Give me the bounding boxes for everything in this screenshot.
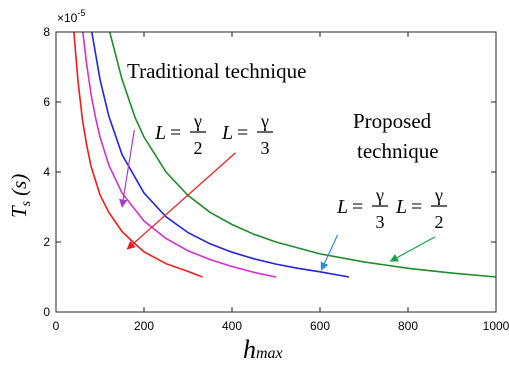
fraction-denominator: 3 [376, 212, 385, 232]
y-tick-label: 6 [43, 95, 50, 109]
fraction-L: L [154, 122, 166, 144]
annotation-traditional-technique: Traditional technique [127, 59, 306, 83]
x-tick-label: 800 [398, 319, 418, 333]
series-line-1 [73, 32, 203, 278]
fraction-equals: = [411, 196, 422, 218]
label-L-gamma-over-2-proposed: L = γ 2 [395, 185, 447, 232]
x-tick-label: 400 [222, 319, 242, 333]
label-L-gamma-over-3-traditional: L = γ 3 [221, 111, 273, 158]
fraction-L: L [221, 122, 233, 144]
y-tick-label: 8 [43, 25, 50, 39]
plot-area: 0 200 400 600 800 1000 0 2 4 6 8 ×10-5 hmax Ts(s) Trad… [7, 8, 509, 364]
fraction-numerator: γ [375, 185, 384, 205]
y-exponent-label: ×10-5 [57, 8, 85, 25]
annotation-arrow-4 [389, 236, 436, 262]
series-group [73, 32, 496, 278]
label-L-gamma-over-2-traditional: L = γ 2 [154, 111, 206, 158]
y-tick-label: 4 [43, 165, 50, 179]
fraction-numerator: γ [193, 111, 202, 131]
annotation-arrow-1 [119, 129, 135, 208]
x-tick-label: 1000 [483, 319, 509, 333]
label-L-gamma-over-3-proposed: L = γ 3 [336, 185, 388, 232]
x-axis-label: hmax [243, 335, 283, 364]
annotation-arrow-3 [320, 234, 339, 271]
annotation-proposed: Proposed [353, 109, 432, 133]
fraction-denominator: 2 [194, 138, 203, 158]
y-axis-label: Ts(s) [7, 174, 34, 218]
annotation-arrow-2 [126, 152, 236, 250]
fraction-equals: = [170, 122, 181, 144]
fraction-L: L [395, 196, 407, 218]
x-tick-label: 200 [134, 319, 154, 333]
x-tick-label: 0 [53, 319, 60, 333]
fraction-L: L [336, 196, 348, 218]
fraction-numerator: γ [260, 111, 269, 131]
y-tick-label: 2 [43, 235, 50, 249]
series-line-4 [108, 32, 496, 278]
fraction-equals: = [237, 122, 248, 144]
fraction-denominator: 3 [261, 138, 270, 158]
y-tick-label: 0 [43, 305, 50, 319]
fraction-denominator: 2 [435, 212, 444, 232]
series-line-2 [82, 32, 277, 278]
fraction-equals: = [352, 196, 363, 218]
x-tick-label: 600 [310, 319, 330, 333]
annotation-technique: technique [357, 139, 439, 163]
series-line-3 [90, 32, 350, 278]
fraction-numerator: γ [434, 185, 443, 205]
